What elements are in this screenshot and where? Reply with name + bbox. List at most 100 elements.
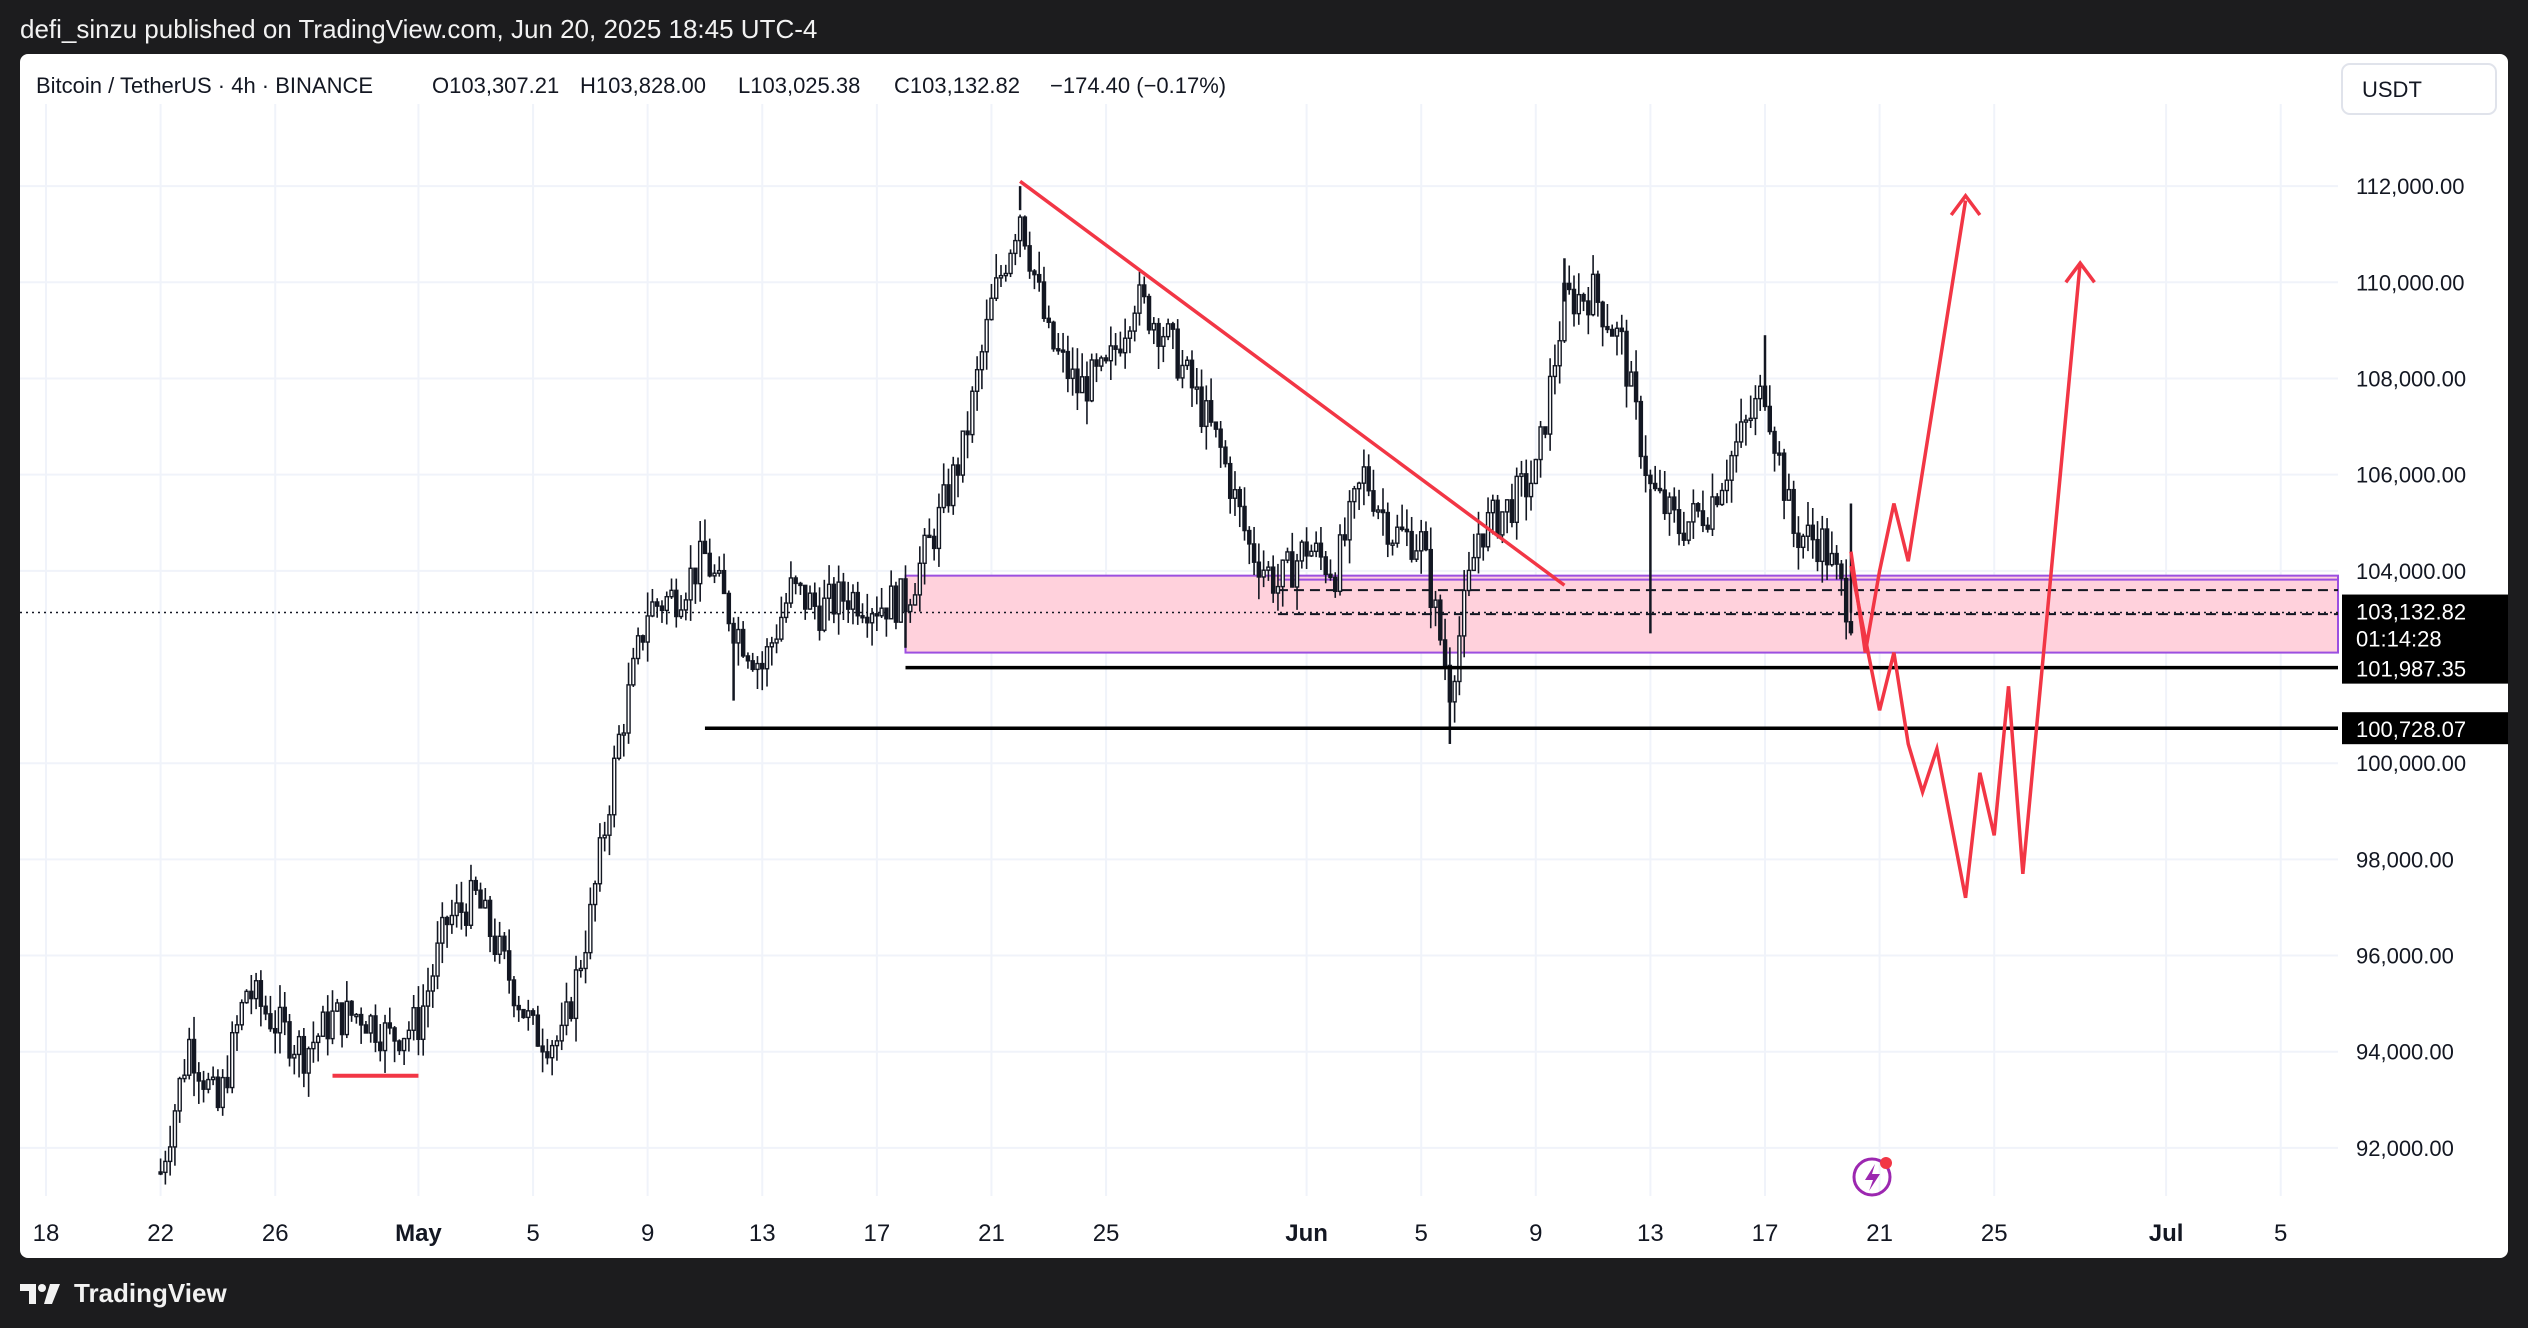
tradingview-footer[interactable]: TradingView: [20, 1278, 227, 1309]
x-tick-label: 22: [147, 1220, 174, 1247]
candle-body: [1414, 550, 1419, 560]
ohlc-low: L103,025.38: [738, 73, 860, 98]
descending-trendline: [1019, 179, 1566, 587]
candle-body: [206, 1078, 211, 1090]
candle-body: [1533, 458, 1539, 485]
y-tick-label: 92,000.00: [2356, 1136, 2454, 1161]
candle-body: [1791, 488, 1796, 534]
candle-body: [941, 484, 946, 509]
candle-body: [993, 277, 999, 299]
currency-button[interactable]: USDT: [2341, 63, 2497, 115]
candles: [158, 186, 1854, 1185]
candle-body: [1743, 419, 1749, 423]
candle-body: [435, 942, 440, 977]
candle-body: [884, 607, 889, 620]
x-tick-label: 17: [1752, 1220, 1779, 1247]
candle-body: [263, 1005, 268, 1015]
candle-body: [1218, 428, 1223, 448]
candle-body: [888, 585, 894, 620]
candle-body: [244, 990, 249, 1004]
lightning-icon[interactable]: [1852, 1157, 1892, 1197]
candle-body: [172, 1110, 178, 1148]
candle-body: [530, 1010, 536, 1016]
candle-body: [621, 732, 627, 736]
candle-body: [717, 569, 722, 574]
x-tick-label: 18: [33, 1220, 60, 1247]
candle-body: [1738, 421, 1744, 443]
candle-body: [564, 1001, 569, 1027]
candle-body: [349, 1000, 354, 1016]
candle-body: [592, 883, 598, 906]
candle-body: [1342, 534, 1348, 541]
price-label-bg: [2342, 712, 2508, 745]
candle-body: [1619, 327, 1624, 333]
candle-body: [1309, 550, 1314, 557]
candle-body: [1371, 490, 1376, 512]
candle-body: [1757, 385, 1763, 400]
x-tick-label: 21: [978, 1220, 1005, 1247]
symbol-name: Bitcoin / TetherUS · 4h · BINANCE: [36, 73, 373, 98]
candle-body: [1065, 350, 1071, 380]
candle-body: [1232, 488, 1238, 499]
candle-body: [1385, 511, 1391, 545]
candle-body: [1781, 452, 1787, 501]
candle-body: [1108, 345, 1114, 362]
candle-body: [373, 1015, 378, 1043]
candle-body: [1848, 621, 1854, 634]
candle-body: [607, 814, 612, 836]
candle-body: [965, 430, 970, 436]
candle-body: [640, 635, 646, 643]
candle-body: [793, 577, 798, 585]
x-tick-label: 5: [526, 1220, 539, 1247]
candle-body: [1027, 245, 1032, 272]
candle-body: [1247, 529, 1252, 545]
chart-frame[interactable]: 18 22 26 May 5 9 13 17 21 25 Jun 5 9 13 17 21 25 Jul 5 112…: [20, 54, 2508, 1258]
candle-body: [167, 1146, 173, 1163]
candle-body: [860, 615, 865, 619]
candle-body: [545, 1051, 550, 1059]
candle-body: [444, 916, 450, 926]
candlestick-chart[interactable]: 18 22 26 May 5 9 13 17 21 25 Jun 5 9 13 17 21 25 Jul 5 112…: [20, 54, 2508, 1258]
candle-body: [1662, 489, 1667, 515]
candle-body: [664, 595, 669, 612]
candle-body: [893, 585, 899, 623]
candle-body: [1266, 566, 1271, 571]
candle-body: [822, 597, 827, 631]
open-label: O: [432, 73, 449, 98]
candle-body: [1189, 359, 1195, 389]
candle-body: [516, 1004, 521, 1011]
candle-body: [1442, 639, 1448, 667]
candle-body: [1390, 542, 1395, 546]
candle-body: [502, 935, 507, 952]
candle-body: [1657, 487, 1663, 492]
candle-body: [745, 655, 751, 662]
candle-body: [368, 1015, 373, 1034]
candle-body: [473, 879, 478, 891]
candle-body: [1724, 479, 1730, 492]
price-label-bg: [2342, 651, 2508, 684]
projection-arrow-2: [1849, 262, 2082, 899]
candle-body: [1571, 288, 1577, 315]
candle-body: [1614, 327, 1620, 337]
candle-body: [1504, 499, 1510, 513]
candle-body: [1175, 328, 1180, 379]
candle-body: [1294, 560, 1300, 588]
candle-body: [812, 592, 818, 607]
candle-body: [1356, 482, 1362, 490]
candle-body: [1180, 364, 1185, 379]
x-tick-label: 5: [2274, 1220, 2287, 1247]
candle-body: [497, 935, 502, 955]
candle-body: [1672, 496, 1677, 511]
candle-body: [879, 607, 884, 617]
candle-body: [951, 464, 956, 507]
x-tick-label: 9: [641, 1220, 654, 1247]
candle-body: [1418, 531, 1424, 552]
candle-body: [764, 646, 770, 670]
candle-body: [201, 1080, 206, 1090]
candle-body: [1715, 496, 1720, 506]
candle-body: [1843, 577, 1849, 623]
x-tick-label: Jul: [2149, 1220, 2184, 1247]
candle-body: [1036, 273, 1042, 283]
candle-body: [249, 990, 254, 1000]
candle-body: [196, 1072, 202, 1082]
